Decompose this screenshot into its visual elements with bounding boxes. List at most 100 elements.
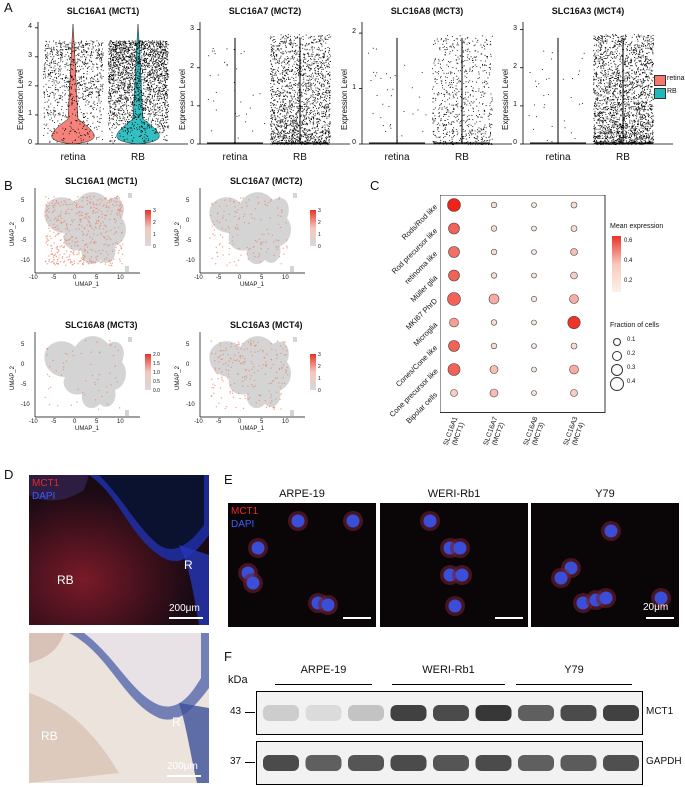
jitter-point	[140, 41, 142, 42]
jitter-point	[316, 94, 318, 96]
jitter-point	[147, 84, 149, 86]
jitter-point	[304, 143, 306, 145]
jitter-point	[329, 61, 331, 62]
jitter-point	[71, 69, 73, 70]
jitter-point	[125, 68, 127, 70]
jitter-point	[53, 82, 55, 84]
jitter-point	[114, 72, 116, 74]
jitter-point	[165, 45, 167, 47]
jitter-point	[161, 90, 162, 92]
jitter-point	[325, 137, 326, 139]
jitter-point	[165, 100, 167, 102]
jitter-point	[134, 55, 136, 56]
jitter-point	[300, 143, 302, 144]
jitter-point	[64, 94, 66, 96]
jitter-point	[299, 105, 300, 106]
jitter-point	[298, 72, 299, 74]
jitter-point	[315, 73, 317, 75]
jitter-point	[139, 62, 141, 64]
jitter-point	[160, 94, 162, 96]
jitter-point	[271, 49, 273, 50]
jitter-point	[131, 46, 133, 48]
jitter-point	[77, 41, 79, 43]
jitter-point	[139, 90, 141, 91]
jitter-point	[119, 47, 121, 49]
jitter-point	[151, 58, 152, 59]
jitter-point	[322, 63, 324, 65]
jitter-point	[75, 83, 77, 85]
jitter-point	[115, 48, 117, 50]
jitter-point	[113, 92, 115, 94]
jitter-point	[319, 40, 321, 42]
jitter-point	[295, 85, 296, 86]
jitter-point	[137, 61, 139, 63]
jitter-point	[295, 82, 296, 84]
jitter-point	[140, 68, 142, 70]
jitter-point	[128, 105, 130, 106]
jitter-point	[121, 102, 123, 104]
jitter-point	[291, 130, 293, 132]
jitter-point	[149, 94, 151, 96]
jitter-point	[92, 66, 94, 68]
jitter-point	[306, 122, 308, 124]
jitter-point	[112, 43, 114, 45]
jitter-point	[280, 78, 282, 80]
jitter-point	[62, 140, 64, 141]
jitter-point	[129, 101, 131, 103]
jitter-point	[159, 128, 161, 130]
jitter-point	[329, 95, 331, 96]
jitter-point	[123, 110, 125, 112]
jitter-point	[71, 94, 73, 96]
jitter-point	[164, 48, 166, 50]
jitter-point	[134, 64, 136, 66]
jitter-point	[113, 49, 115, 51]
jitter-point	[128, 77, 130, 79]
jitter-point	[112, 75, 114, 77]
jitter-point	[143, 50, 145, 52]
jitter-point	[127, 99, 129, 101]
jitter-point	[49, 73, 51, 75]
jitter-point	[162, 44, 164, 46]
jitter-point	[282, 79, 283, 81]
jitter-point	[77, 104, 79, 106]
jitter-point	[295, 43, 297, 44]
jitter-point	[131, 109, 133, 111]
jitter-point	[47, 57, 49, 59]
jitter-point	[144, 142, 146, 144]
jitter-point	[62, 56, 64, 58]
jitter-point	[115, 108, 117, 110]
jitter-point	[274, 72, 276, 74]
jitter-point	[108, 124, 110, 126]
jitter-point	[282, 77, 284, 79]
jitter-point	[165, 86, 166, 88]
jitter-point	[139, 103, 141, 105]
jitter-point	[278, 135, 280, 137]
jitter-point	[44, 63, 46, 65]
jitter-point	[66, 76, 68, 78]
jitter-point	[53, 62, 55, 64]
jitter-point	[114, 114, 116, 116]
jitter-point	[158, 88, 160, 90]
jitter-point	[282, 143, 284, 145]
jitter-point	[145, 110, 147, 112]
jitter-point	[144, 45, 146, 47]
jitter-point	[56, 89, 58, 90]
jitter-point	[51, 130, 53, 132]
jitter-point	[323, 68, 324, 70]
jitter-point	[282, 41, 284, 43]
jitter-point	[325, 132, 327, 134]
jitter-point	[108, 75, 109, 77]
x-category-RB: RB	[293, 152, 307, 163]
jitter-point	[309, 112, 311, 114]
jitter-point	[80, 42, 82, 44]
jitter-point	[156, 58, 158, 60]
jitter-point	[166, 70, 168, 71]
jitter-point	[80, 85, 82, 86]
jitter-point	[282, 107, 284, 109]
jitter-point	[47, 47, 49, 49]
jitter-point	[284, 137, 286, 139]
jitter-point	[325, 94, 327, 96]
jitter-point	[110, 55, 112, 57]
jitter-point	[89, 91, 91, 93]
jitter-point	[329, 66, 330, 68]
